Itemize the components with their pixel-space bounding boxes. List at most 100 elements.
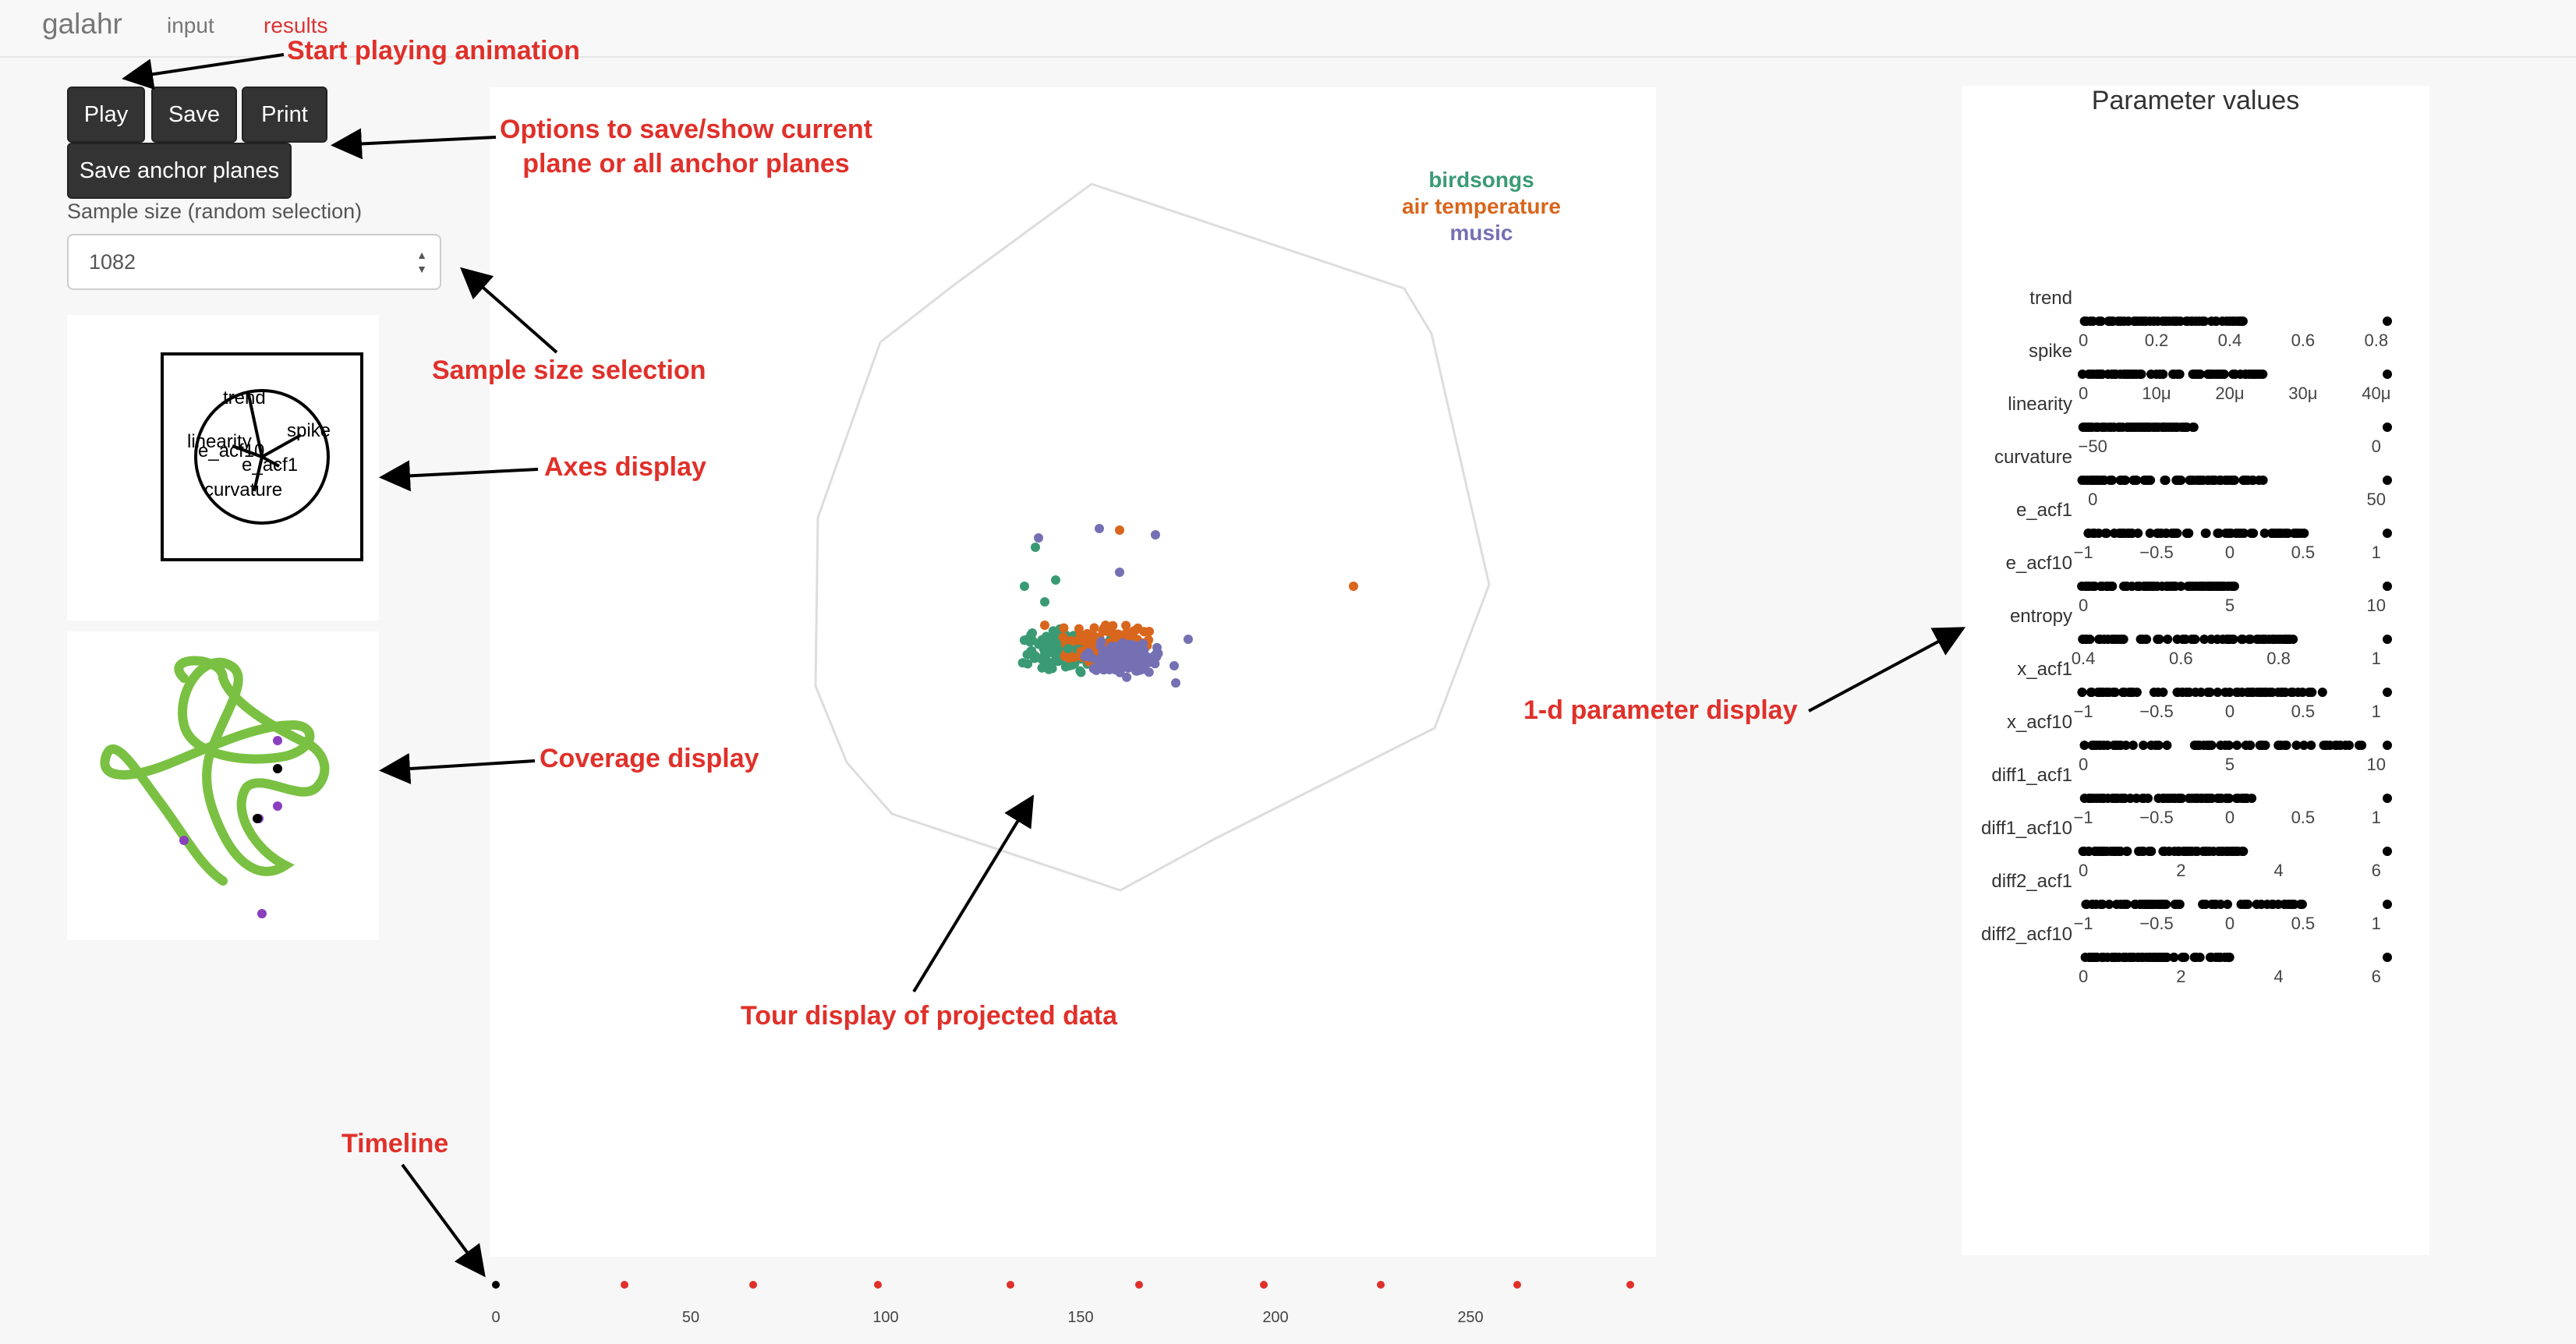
brand[interactable]: galahr	[42, 8, 122, 40]
parameter-dot	[2077, 688, 2087, 697]
parameter-tick: −1	[2074, 543, 2093, 562]
timeline-point[interactable]	[874, 1281, 882, 1289]
parameter-dot	[2169, 529, 2179, 538]
timeline-point[interactable]	[1513, 1281, 1521, 1289]
timeline-point[interactable]	[1626, 1281, 1634, 1289]
parameter-dot	[2184, 529, 2193, 538]
parameter-tick: 0.4	[2218, 331, 2242, 350]
parameter-dot	[2319, 741, 2329, 750]
parameter-dot	[2213, 794, 2223, 803]
parameter-dot	[2181, 847, 2192, 856]
parameter-dot	[2299, 741, 2309, 750]
parameter-dot	[2383, 847, 2392, 856]
parameter-dot	[2104, 423, 2114, 432]
parameter-dot	[2077, 370, 2087, 379]
axis-label-e-acf10: e_acf10	[198, 440, 264, 462]
parameter-dot	[2203, 688, 2213, 697]
coverage-display-panel	[67, 631, 379, 940]
parameter-dot	[2299, 529, 2309, 538]
parameter-dot	[2242, 794, 2252, 803]
parameter-dot	[2240, 476, 2250, 485]
parameter-tick: 0.6	[2291, 331, 2316, 350]
parameter-dot	[2110, 953, 2120, 962]
print-button[interactable]: Print	[242, 87, 327, 143]
parameter-dot	[2088, 582, 2098, 591]
arrow-coverage	[379, 753, 536, 784]
parameter-dot	[2281, 635, 2291, 644]
parameter-dot	[2082, 423, 2093, 432]
parameter-dot	[2098, 794, 2108, 803]
parameter-dot	[2153, 953, 2164, 962]
parameter-panel: Parameter values trend 0 0.2 0.4 0.6 0.8 spike…	[1962, 86, 2429, 1255]
parameter-dot	[2115, 317, 2125, 326]
parameter-dot	[2191, 688, 2200, 697]
timeline-point[interactable]	[1135, 1281, 1143, 1289]
parameter-tick: 10	[2367, 755, 2386, 774]
timeline-point[interactable]	[749, 1281, 757, 1289]
timeline[interactable]: 0 50 100 150 200 250	[490, 1257, 1656, 1335]
parameter-dot	[2181, 635, 2191, 644]
parameter-dot	[2213, 635, 2222, 644]
annotation-sample-size: Sample size selection	[432, 355, 706, 385]
parameter-tick: 10μ	[2142, 384, 2171, 403]
stepper-icon[interactable]: ▲ ▼	[416, 249, 427, 275]
parameter-tick: 0	[2088, 490, 2097, 509]
parameter-dot	[2084, 370, 2094, 379]
parameter-dot	[2192, 847, 2203, 856]
parameter-dot	[2118, 688, 2128, 697]
tour-point	[1029, 653, 1039, 663]
parameter-tick: 5	[2225, 755, 2235, 774]
parameter-dot	[2258, 370, 2268, 379]
timeline-point[interactable]	[1007, 1281, 1014, 1289]
arrow-parameters	[1808, 627, 1966, 713]
parameter-tick: −0.5	[2139, 702, 2173, 721]
save-anchor-planes-button[interactable]: Save anchor planes	[67, 143, 292, 199]
nav-input[interactable]: input	[167, 13, 214, 37]
parameter-dot	[2168, 317, 2178, 326]
annotation-tour: Tour display of projected data	[741, 1001, 1117, 1031]
save-button[interactable]: Save	[151, 87, 237, 143]
timeline-point[interactable]	[492, 1281, 500, 1289]
parameter-dot	[2101, 529, 2111, 538]
timeline-point[interactable]	[1260, 1281, 1268, 1289]
parameter-tick: 0.8	[2266, 649, 2291, 668]
parameter-dot	[2175, 317, 2185, 326]
tour-point	[1048, 626, 1058, 636]
parameter-tick: 2	[2176, 861, 2185, 880]
timeline-chart[interactable]: 0 50 100 150 200 250	[490, 1257, 1656, 1335]
parameter-dot	[2169, 953, 2179, 962]
parameter-tick: 0	[2079, 755, 2088, 774]
parameter-dot	[2155, 370, 2165, 379]
parameter-dot	[2291, 529, 2302, 538]
navbar	[0, 0, 2576, 58]
parameter-dot	[2237, 317, 2247, 326]
timeline-point[interactable]	[621, 1281, 628, 1289]
parameter-dot	[2185, 476, 2196, 485]
parameter-dot	[2108, 317, 2118, 326]
parameter-dot	[2088, 529, 2098, 538]
parameter-dot	[2089, 847, 2100, 856]
sample-size-input[interactable]: 1082 ▲ ▼	[67, 234, 441, 290]
parameter-dot	[2103, 953, 2113, 962]
tour-point	[1086, 653, 1096, 663]
play-button[interactable]: Play	[67, 87, 145, 143]
parameter-dot	[2280, 900, 2290, 909]
parameter-dot	[2240, 900, 2250, 909]
parameter-dot	[2160, 423, 2171, 432]
parameter-dot	[2123, 529, 2133, 538]
parameter-label: diff2_acf1	[1991, 871, 2072, 892]
tour-point	[1034, 533, 1043, 543]
tour-point	[1039, 643, 1049, 653]
parameter-dot	[2128, 370, 2137, 379]
parameter-dot	[2116, 900, 2126, 909]
tour-point	[1115, 568, 1124, 577]
annotation-options: Options to save/show current plane or al…	[491, 112, 881, 181]
parameter-dot	[2080, 635, 2090, 644]
nav-results[interactable]: results	[264, 13, 328, 37]
timeline-point[interactable]	[1377, 1281, 1385, 1289]
tour-point	[1051, 575, 1060, 585]
parameter-dot	[2171, 476, 2181, 485]
tour-point	[1125, 631, 1135, 641]
parameter-dot	[2119, 476, 2129, 485]
parameter-dot	[2181, 423, 2192, 432]
